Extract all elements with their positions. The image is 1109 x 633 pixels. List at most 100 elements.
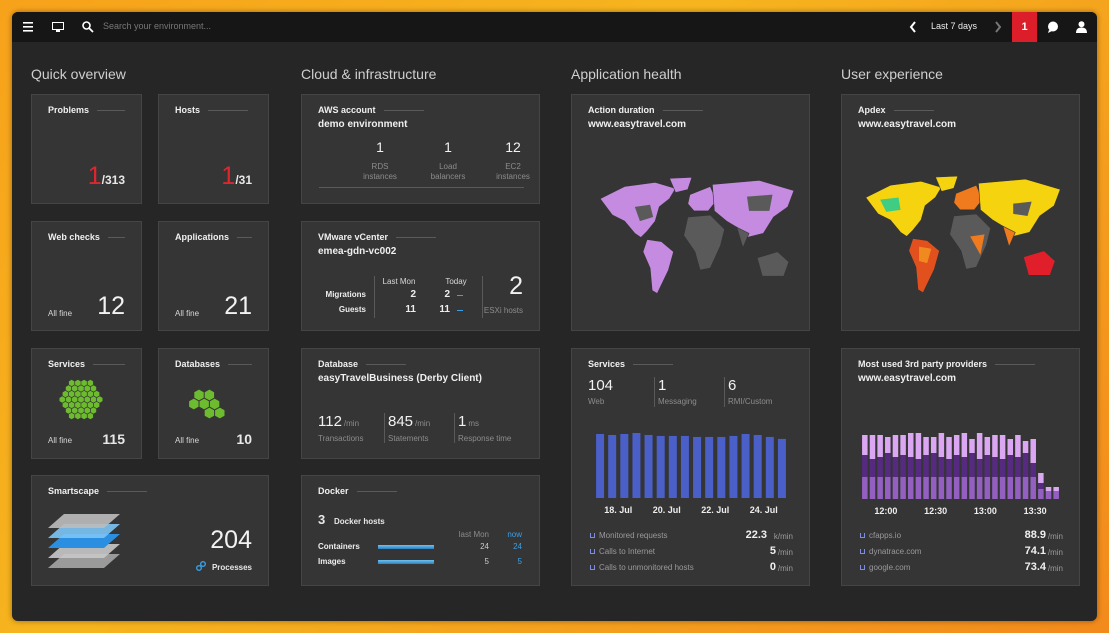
database-tile[interactable]: Database easyTravelBusiness (Derby Clien… xyxy=(301,348,540,459)
bar-segment xyxy=(877,435,883,457)
bar-segment xyxy=(900,455,906,477)
x-tick-label: 13:00 xyxy=(974,506,997,516)
bar-segment xyxy=(984,477,991,499)
hosts-tile[interactable]: Hosts 1/31 xyxy=(158,94,269,204)
bar-segment xyxy=(907,477,914,499)
bar xyxy=(705,436,714,498)
hex xyxy=(90,407,97,414)
bar-segment xyxy=(930,477,937,499)
list-icon xyxy=(860,533,865,538)
bar-segment xyxy=(892,457,899,477)
shape xyxy=(82,21,91,30)
hex xyxy=(81,412,87,420)
hex xyxy=(65,385,72,392)
metric-label: Transactions xyxy=(318,434,364,443)
hex xyxy=(75,390,81,398)
row-label: Guests xyxy=(338,305,366,314)
shape xyxy=(56,30,60,32)
bar-segment xyxy=(915,459,922,477)
hex xyxy=(78,396,84,403)
divider xyxy=(482,276,483,318)
bar-segment xyxy=(885,437,891,453)
problems-tile[interactable]: Problems 1/313 xyxy=(31,94,142,204)
bar-segment xyxy=(1007,455,1014,477)
shape xyxy=(1048,30,1052,33)
hex xyxy=(62,401,69,409)
third-party-tile[interactable]: Most used 3rd party providers www.easytr… xyxy=(841,348,1080,586)
metric-label: Web xyxy=(588,397,605,406)
hex xyxy=(81,379,87,387)
bar-segment xyxy=(1015,457,1021,477)
monitor-icon[interactable] xyxy=(52,22,64,32)
bar xyxy=(608,434,617,498)
timeframe[interactable]: Last 7 days xyxy=(931,21,978,31)
hex xyxy=(68,401,75,409)
metric-value: 1 xyxy=(458,413,467,430)
divider xyxy=(654,377,655,407)
docker-tile[interactable]: Docker 3 Docker hosts last Mon now Conta… xyxy=(301,475,540,586)
bar xyxy=(729,435,738,498)
web-checks-tile[interactable]: Web checks All fine 12 xyxy=(31,221,142,331)
bar-segment xyxy=(862,455,868,477)
bar-segment xyxy=(869,435,876,459)
continent xyxy=(756,251,790,277)
applications-tile[interactable]: Applications All fine 21 xyxy=(158,221,269,331)
hex xyxy=(68,390,75,398)
bar-segment xyxy=(984,455,991,477)
column-header: now xyxy=(507,530,522,539)
bar xyxy=(680,435,689,498)
search-icon[interactable] xyxy=(82,21,94,33)
metric-value: 6 xyxy=(728,377,737,394)
shape xyxy=(1078,21,1085,28)
list-value: 22.3 xyxy=(745,529,767,541)
user-icon[interactable] xyxy=(1076,21,1087,33)
metric-value: 1 xyxy=(376,139,384,155)
prev-button[interactable] xyxy=(909,21,917,33)
apdex-tile[interactable]: Apdex www.easytravel.com xyxy=(841,94,1080,331)
continent xyxy=(908,238,940,294)
next-button[interactable] xyxy=(994,21,1002,33)
list-label: google.com xyxy=(869,563,911,572)
hex xyxy=(84,385,90,392)
aws-tile[interactable]: AWS account demo environment 1 RDS instan… xyxy=(301,94,540,204)
smartscape-tile[interactable]: Smartscape 204 Processes xyxy=(31,475,269,586)
vmware-tile[interactable]: VMware vCenter emea-gdn-vc002 Last Mon T… xyxy=(301,221,540,331)
tile-title: Services xyxy=(48,359,125,369)
list-unit: /min xyxy=(1047,548,1063,557)
databases-tile[interactable]: Databases All fine 10 xyxy=(158,348,269,459)
services-tile[interactable]: Services 18. Jul 20. Jul 22. Jul 24. Jul 10… xyxy=(571,348,810,586)
x-tick-label: 12:00 xyxy=(874,506,897,516)
bar-segment xyxy=(938,457,945,477)
shape xyxy=(199,561,206,567)
problem-count: 1 xyxy=(87,162,102,190)
search-input[interactable]: Search your environment... xyxy=(103,21,212,31)
status: All fine xyxy=(175,436,200,445)
list-icon xyxy=(590,533,595,538)
bar-segment xyxy=(900,435,906,455)
hex xyxy=(81,401,87,409)
menu-icon[interactable] xyxy=(23,22,34,32)
list-icon xyxy=(590,549,595,554)
continent xyxy=(953,184,983,211)
hex xyxy=(65,396,72,403)
bar-segment xyxy=(869,477,876,499)
shape xyxy=(1048,21,1058,32)
esxi-count: 2 xyxy=(509,272,523,300)
list-label: Monitored requests xyxy=(599,531,668,540)
continent xyxy=(934,175,959,192)
list-unit: k/min xyxy=(773,532,793,541)
column-header: Last Mon xyxy=(382,277,416,286)
bar-segment xyxy=(976,459,983,477)
divider xyxy=(724,377,725,407)
metric-label: EC2 instances xyxy=(496,162,530,181)
action-duration-tile[interactable]: Action duration www.easytravel.com xyxy=(571,94,810,331)
list-icon xyxy=(860,565,865,570)
bar-segment xyxy=(1038,473,1044,483)
hex xyxy=(93,401,100,409)
alert-badge[interactable]: 1 xyxy=(1012,12,1037,42)
metric: 1 ms xyxy=(458,413,479,431)
bar-segment xyxy=(938,433,945,457)
bar-segment xyxy=(1015,477,1021,499)
chat-icon[interactable] xyxy=(1047,21,1059,33)
services-overview-tile[interactable]: Services All fine 115 xyxy=(31,348,142,459)
